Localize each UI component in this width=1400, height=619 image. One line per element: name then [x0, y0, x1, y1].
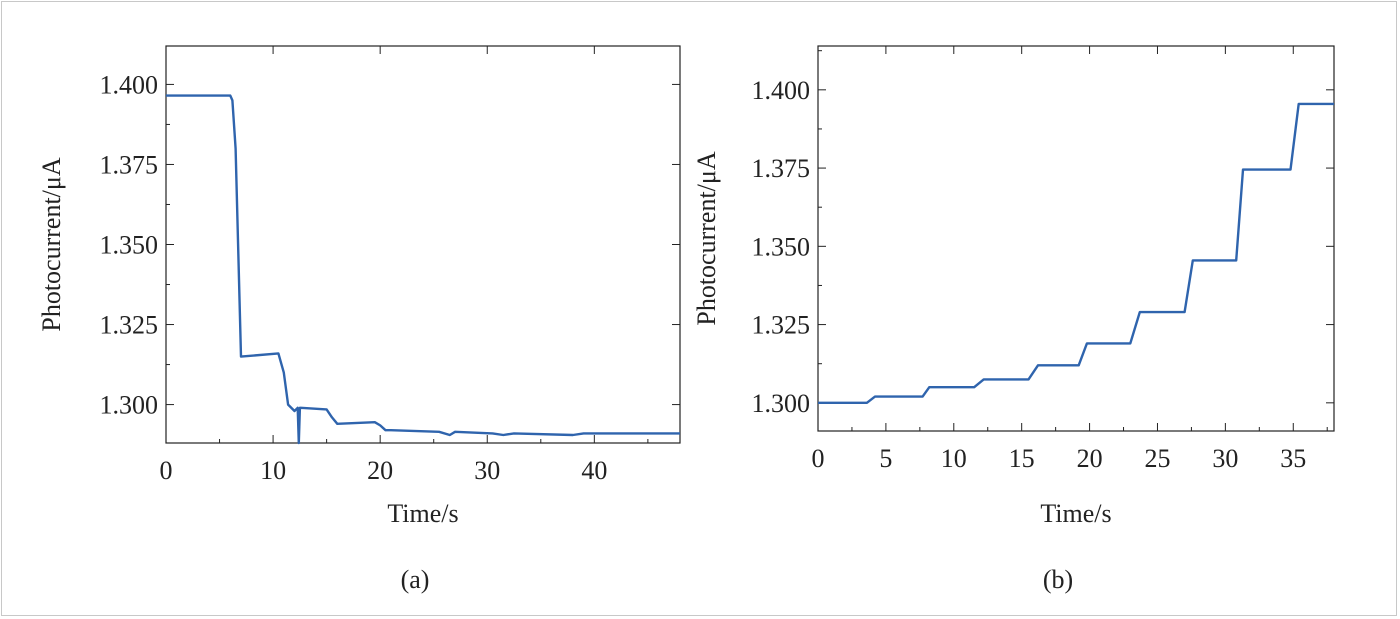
x-tick-label-b: 15 — [1009, 444, 1035, 473]
x-tick-label-a: 20 — [367, 456, 393, 485]
x-tick-label-b: 20 — [1077, 444, 1103, 473]
series-line-a — [166, 94, 680, 445]
y-tick-label-b: 1.400 — [752, 76, 811, 105]
x-tick-label-b: 0 — [812, 444, 825, 473]
plot-frame-b — [817, 45, 1335, 432]
x-axis-title-b: Time/s — [1040, 499, 1111, 528]
x-tick-label-a: 10 — [260, 456, 286, 485]
y-tick-label-a: 1.350 — [100, 231, 159, 260]
x-tick-label-a: 0 — [160, 456, 173, 485]
y-tick-label-b: 1.350 — [752, 232, 811, 261]
plot-frame-a — [165, 45, 681, 444]
y-axis-title-a: Photocurrent/μA — [37, 157, 66, 331]
y-tick-label-a: 1.300 — [100, 391, 159, 420]
x-tick-label-b: 35 — [1280, 444, 1306, 473]
y-tick-label-a: 1.375 — [100, 150, 159, 179]
y-tick-label-b: 1.325 — [752, 311, 811, 340]
y-axis-title-b: Photocurrent/μA — [692, 151, 721, 325]
chart-a: 1.300 1.325 1.350 1.375 1.400 0 10 20 30 40 Time/s… — [37, 45, 681, 594]
y-tick-label-a: 1.325 — [100, 311, 159, 340]
x-tick-label-a: 40 — [581, 456, 607, 485]
y-tick-label-b: 1.300 — [752, 389, 811, 418]
x-tick-label-b: 5 — [879, 444, 892, 473]
x-tick-label-b: 10 — [941, 444, 967, 473]
x-tick-label-a: 30 — [474, 456, 500, 485]
y-tick-label-b: 1.375 — [752, 154, 811, 183]
chart-b: 1.300 1.325 1.350 1.375 1.400 0 5 10 15 20 25 30 35 T… — [692, 45, 1335, 594]
caption-b: (b) — [1043, 565, 1073, 594]
caption-a: (a) — [401, 565, 430, 594]
y-tick-label-a: 1.400 — [100, 70, 159, 99]
x-tick-label-b: 25 — [1144, 444, 1170, 473]
x-axis-title-a: Time/s — [387, 499, 458, 528]
series-line-b — [818, 102, 1334, 404]
x-tick-label-b: 30 — [1212, 444, 1238, 473]
